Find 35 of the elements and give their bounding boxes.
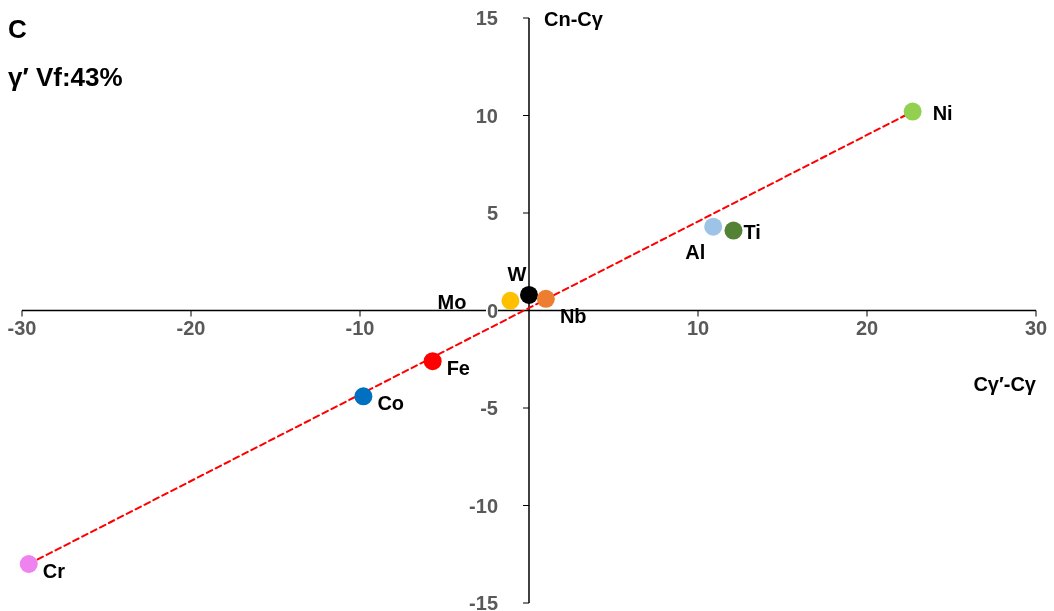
series-label: Ti <box>743 220 761 243</box>
y-axis-title: Cn-Cγ <box>544 8 604 30</box>
series-label: Cr <box>42 560 66 582</box>
point <box>536 289 555 308</box>
y-tick-label: -5 <box>480 397 498 419</box>
series-label: Ni <box>932 101 953 124</box>
chart-title: C <box>8 14 27 44</box>
x-tick-label: -30 <box>7 316 37 339</box>
point <box>724 221 743 240</box>
series-label: Mo <box>437 290 467 313</box>
y-tick-label: 0 <box>486 299 498 322</box>
y-tick-label: -10 <box>469 494 498 517</box>
point <box>704 217 723 236</box>
series-label: Al <box>685 240 706 263</box>
point <box>501 291 520 310</box>
y-tick-label: 10 <box>475 104 498 127</box>
x-tick-label: 10 <box>686 316 710 339</box>
point <box>903 102 922 121</box>
point <box>520 285 538 304</box>
y-tick-label: 5 <box>486 202 498 224</box>
series-label: Co <box>377 392 405 415</box>
point <box>354 387 373 406</box>
x-axis-title: Cγ′-Cγ <box>973 372 1037 395</box>
series-label: Fe <box>446 357 471 380</box>
x-tick-label: -20 <box>176 316 206 339</box>
y-tick-label: -15 <box>469 592 498 611</box>
x-tick-label: 30 <box>1024 316 1048 339</box>
text: γ′ Vf:43% <box>8 62 123 92</box>
series-label: Nb <box>559 304 587 327</box>
x-tick-label: -10 <box>345 316 375 339</box>
point <box>423 352 442 371</box>
point <box>19 555 38 573</box>
x-tick-label: 20 <box>855 316 879 339</box>
y-tick-label: 15 <box>475 7 498 29</box>
series-label: W <box>507 262 527 285</box>
